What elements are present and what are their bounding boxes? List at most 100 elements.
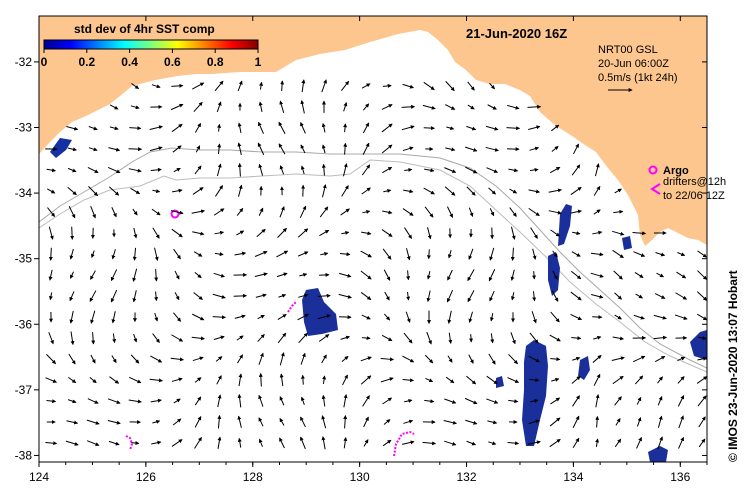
current-arrow [509, 188, 518, 194]
current-arrow [321, 436, 326, 450]
current-arrow [258, 417, 264, 427]
current-arrow [381, 104, 393, 110]
current-arrow [361, 314, 371, 320]
current-arrow [571, 251, 581, 257]
current-arrow [279, 417, 285, 426]
current-arrow [277, 227, 287, 238]
current-arrow [489, 247, 495, 261]
current-arrow [677, 356, 686, 362]
current-arrow [362, 209, 371, 214]
current-arrow [68, 205, 76, 219]
current-arrow [508, 399, 519, 404]
y-tick-label: -35 [15, 252, 33, 266]
current-arrow [343, 142, 348, 155]
colorbar-tick-label: 0 [41, 55, 48, 69]
current-arrow [406, 291, 411, 301]
current-arrow [489, 208, 495, 217]
current-arrow [528, 189, 541, 194]
current-arrow [485, 125, 499, 131]
current-arrow [611, 356, 625, 361]
current-arrow [107, 166, 121, 174]
current-arrow [404, 227, 412, 240]
current-arrow [506, 126, 521, 131]
current-arrow [300, 352, 306, 365]
current-arrow [216, 101, 222, 113]
current-arrow [47, 207, 55, 217]
current-arrow [171, 334, 184, 342]
current-legend: NRT00 GSL 20-Jun 06:00Z 0.5m/s (1kt 24h) [598, 44, 677, 92]
current-arrow [507, 441, 520, 446]
current-arrow [572, 356, 581, 361]
current-arrow [234, 251, 247, 256]
current-arrow [341, 355, 349, 363]
current-arrow [276, 250, 289, 258]
current-arrow [317, 314, 331, 320]
current-arrow [320, 251, 329, 256]
current-arrow [321, 163, 326, 176]
current-arrow [360, 250, 372, 258]
current-arrow [215, 356, 223, 362]
current-arrow [363, 416, 369, 428]
current-arrow [423, 187, 435, 195]
current-legend-scale: 0.5m/s (1kt 24h) [598, 72, 677, 84]
current-arrow [277, 332, 287, 344]
current-arrow [111, 249, 116, 260]
current-arrow [154, 247, 159, 261]
current-arrow [194, 165, 202, 175]
current-arrow [321, 79, 327, 93]
current-arrow [697, 313, 707, 321]
current-arrow [217, 394, 222, 408]
current-arrow [488, 269, 496, 282]
current-arrow [426, 290, 431, 303]
current-arrow [111, 207, 117, 218]
y-tick-label: -38 [15, 448, 33, 462]
current-arrow [529, 332, 539, 344]
current-arrow [488, 353, 496, 365]
current-arrow [46, 354, 57, 365]
current-arrow [300, 416, 306, 428]
current-arrow [634, 375, 644, 385]
current-arrow [149, 146, 163, 152]
current-arrow [233, 293, 247, 298]
current-arrow [487, 420, 498, 425]
current-arrow [425, 377, 434, 383]
y-tick-label: -36 [15, 317, 33, 331]
current-arrow [361, 83, 371, 89]
current-arrow [88, 126, 98, 131]
current-arrow [174, 270, 180, 280]
current-arrow [509, 207, 517, 217]
current-arrow [256, 228, 266, 238]
current-arrow [338, 293, 352, 299]
current-arrow [173, 248, 181, 260]
current-arrow [173, 398, 181, 404]
current-arrow [550, 229, 560, 237]
current-arrow [528, 355, 540, 363]
current-arrow [152, 189, 161, 194]
current-arrow [696, 291, 707, 301]
current-arrow [112, 333, 117, 344]
current-arrow [131, 82, 140, 90]
current-arrow [69, 291, 75, 302]
current-arrow [279, 165, 285, 175]
current-arrow [110, 289, 118, 303]
current-arrow [133, 228, 138, 239]
current-arrow [149, 125, 163, 131]
current-arrow [340, 252, 351, 257]
x-tick-label: 134 [563, 470, 583, 484]
current-arrow [424, 354, 434, 364]
current-arrow [257, 142, 265, 156]
current-arrow [402, 208, 414, 216]
current-arrow [445, 376, 455, 384]
current-arrow [423, 126, 435, 131]
x-tick-label: 130 [350, 470, 370, 484]
current-arrow [343, 163, 348, 177]
current-arrow [65, 440, 79, 446]
current-arrow [590, 252, 604, 257]
current-arrow [66, 420, 79, 425]
current-arrow [130, 105, 140, 110]
current-arrow [464, 166, 478, 174]
current-arrow [276, 272, 288, 278]
current-arrow [45, 377, 58, 383]
current-arrow [215, 185, 223, 197]
current-arrow [445, 147, 456, 152]
